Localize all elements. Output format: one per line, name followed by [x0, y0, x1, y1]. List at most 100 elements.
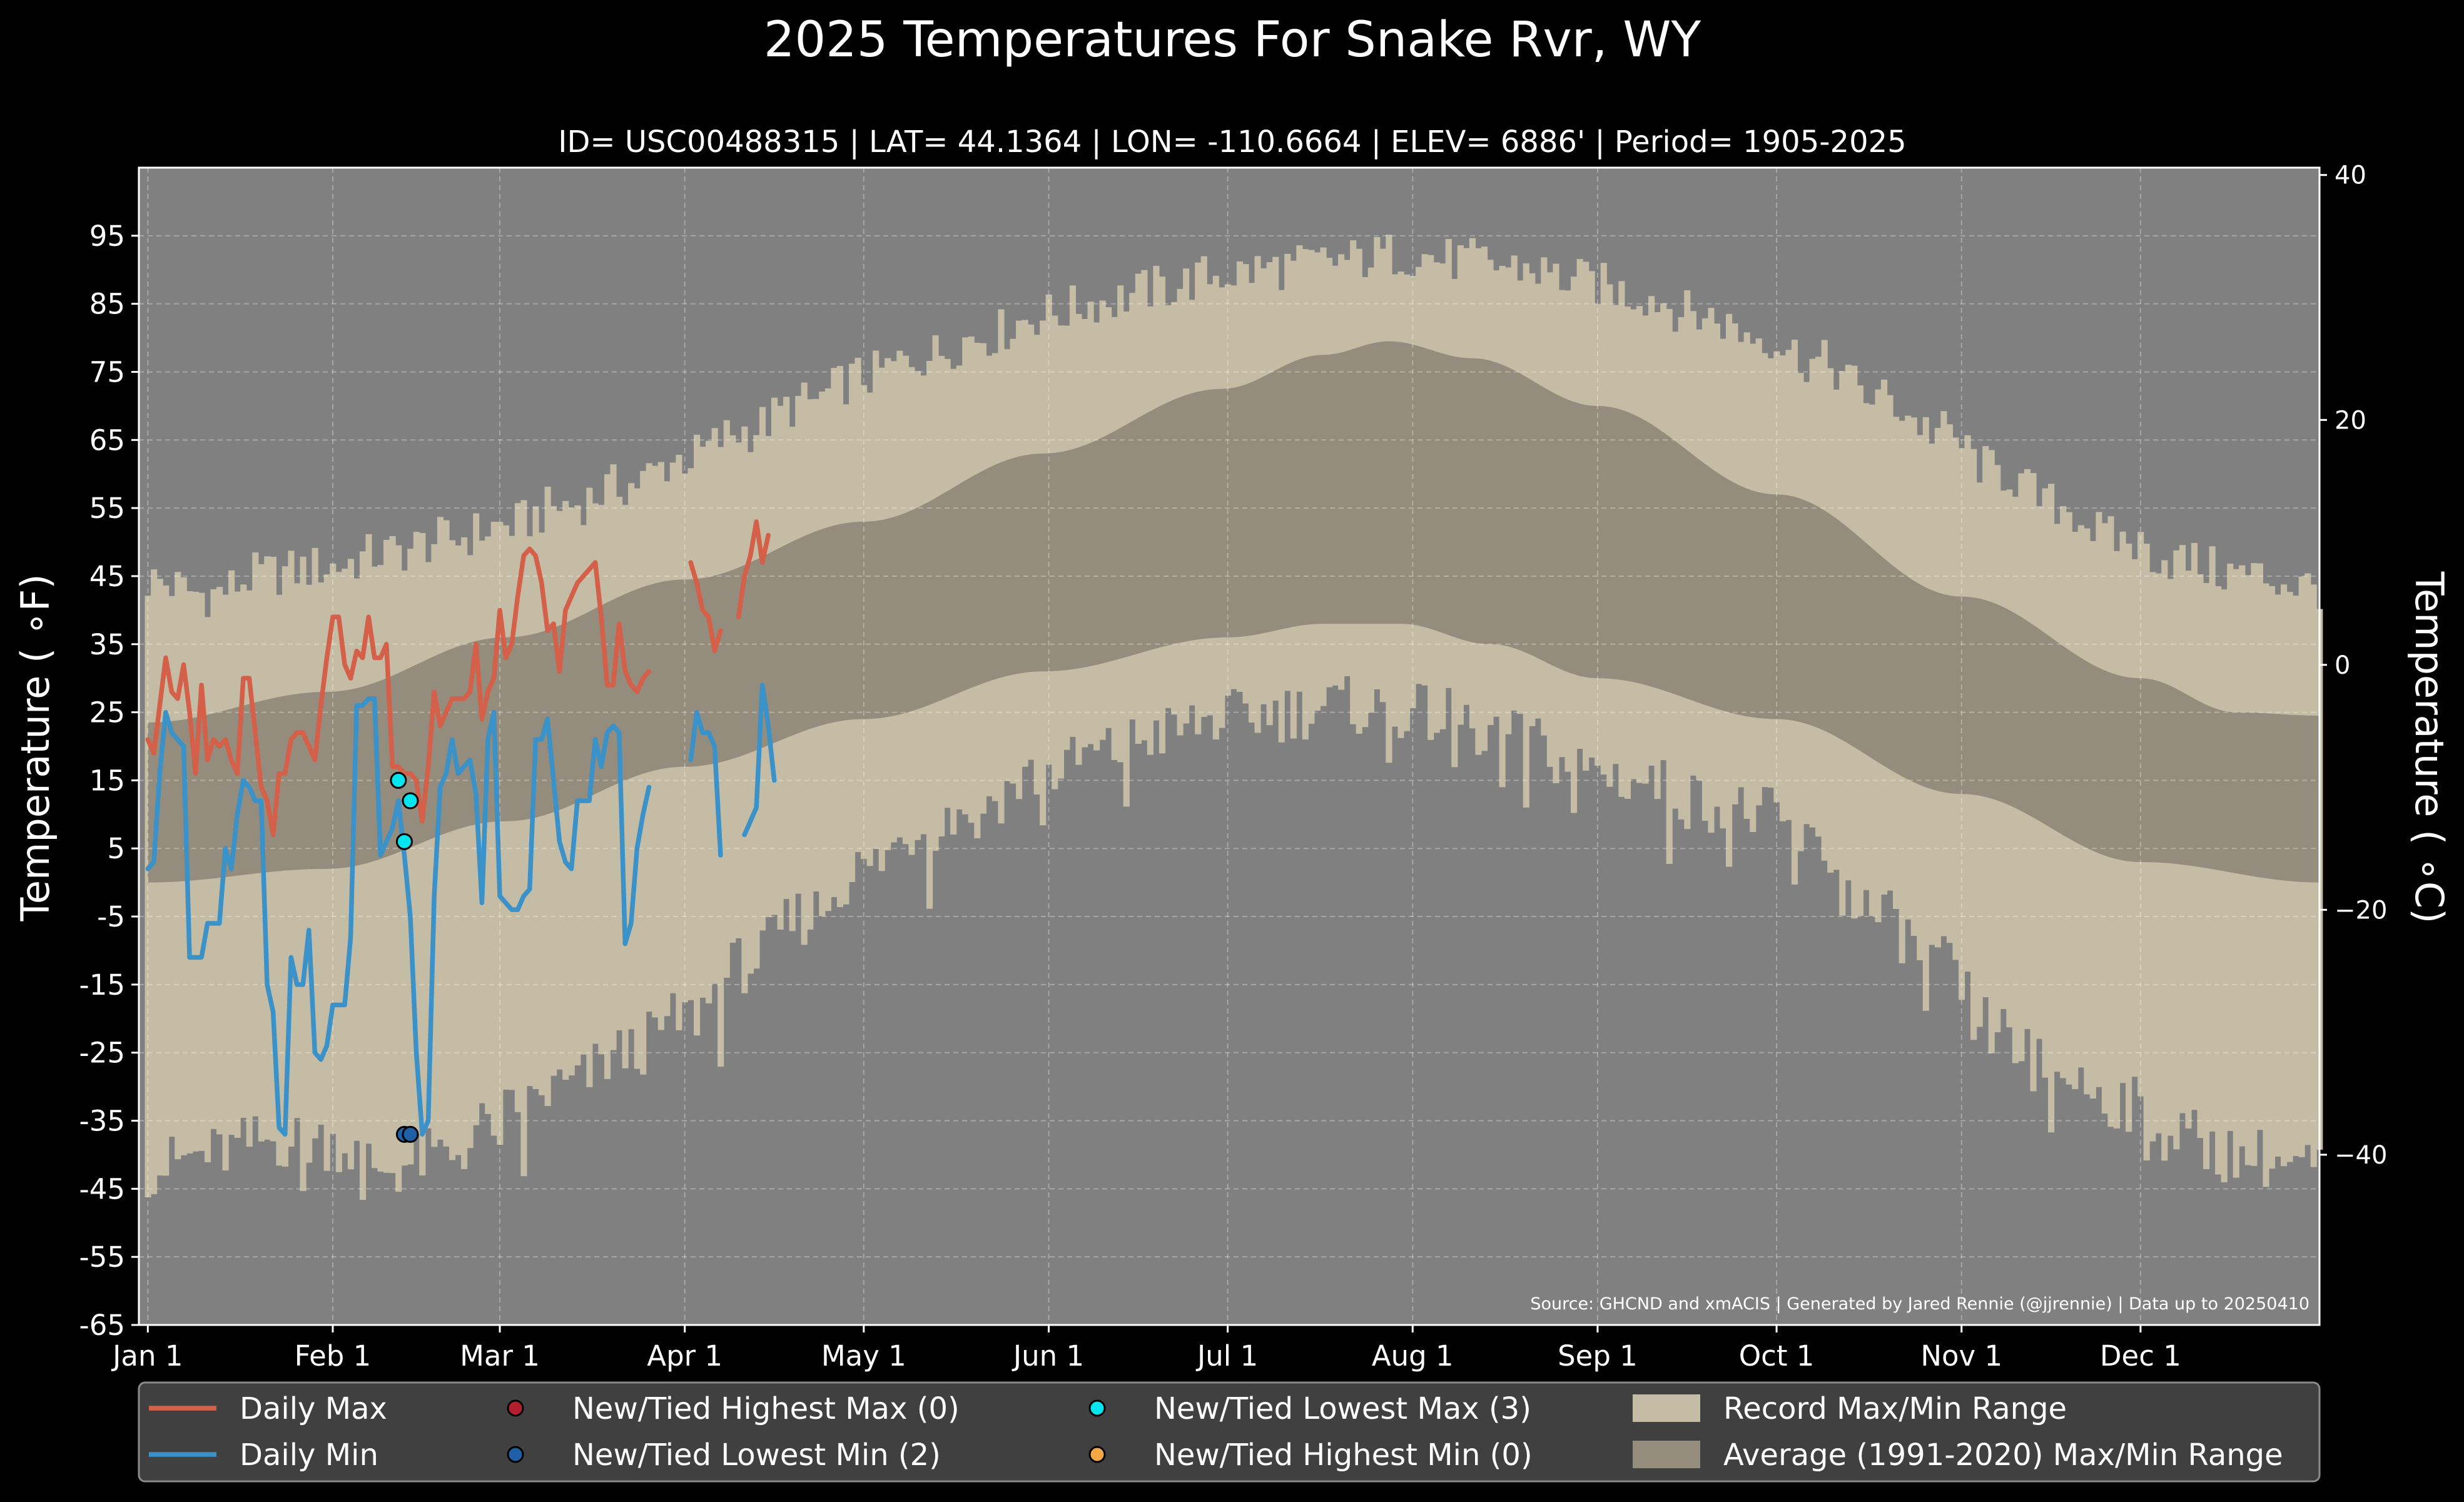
x-tick-label: Sep 1 — [1558, 1339, 1638, 1373]
x-tick-label: Feb 1 — [295, 1339, 372, 1373]
legend-patch-swatch — [1633, 1441, 1700, 1468]
legend-label: Average (1991-2020) Max/Min Range — [1723, 1438, 2283, 1473]
daily-min-line — [688, 709, 723, 858]
legend-label: Daily Max — [240, 1391, 387, 1426]
record-range-bar — [467, 555, 474, 1149]
record-range-bar — [2263, 583, 2269, 1187]
record-range-bar — [395, 545, 402, 1192]
y-tick-label: 75 — [89, 355, 125, 388]
record-range-bar — [222, 594, 229, 1171]
record-range-bar — [204, 617, 211, 1162]
daily-min-line — [145, 696, 652, 1137]
record-range-bar — [461, 537, 468, 1169]
record-range-bar — [407, 549, 414, 1165]
y-tick-label: 95 — [89, 220, 125, 253]
legend-dot-swatch — [507, 1446, 524, 1463]
x-tick-label: Mar 1 — [460, 1339, 540, 1373]
y-tick-label: 25 — [89, 696, 125, 729]
legend-dot-swatch — [507, 1399, 524, 1417]
record-range-bar — [359, 551, 367, 1200]
legend-label: Daily Min — [240, 1438, 378, 1473]
legend-box — [138, 1381, 2321, 1483]
plot-area — [139, 168, 2323, 1326]
x-tick-label: Jan 1 — [111, 1339, 183, 1373]
y-tick-label: 55 — [89, 492, 125, 525]
record-range-bar — [490, 522, 497, 1136]
record-range-bar — [634, 488, 641, 1069]
legend-dot-swatch — [1088, 1399, 1106, 1417]
y-axis-label-left: Temperature ( ∘F) — [13, 574, 58, 921]
daily-min-line — [742, 682, 777, 838]
x-tick-label: Apr 1 — [647, 1339, 722, 1373]
record-range-bar — [323, 574, 330, 1171]
chart-title: 2025 Temperatures For Snake Rvr, WY — [764, 12, 1701, 68]
record-range-bar — [449, 540, 456, 1160]
y-tick-label: 5 — [107, 832, 125, 865]
record-point — [390, 771, 407, 789]
y-tick-label: -15 — [79, 968, 126, 1002]
y-right-tick-label: −20 — [2335, 896, 2387, 925]
y-tick-label: -25 — [79, 1037, 126, 1070]
daily-max-line — [688, 560, 723, 654]
legend-label: New/Tied Lowest Max (3) — [1154, 1391, 1531, 1426]
y-right-tick-label: 40 — [2335, 161, 2366, 190]
record-range-bar — [2233, 569, 2239, 1178]
record-range-bar — [2215, 586, 2222, 1175]
chart-subtitle: ID= USC00488315 | LAT= 44.1364 | LON= -1… — [558, 124, 1906, 160]
plot-frame — [138, 166, 2321, 1326]
y-tick-label: -55 — [79, 1241, 126, 1274]
x-tick-label: Jul 1 — [1195, 1339, 1258, 1373]
daily-max-line — [736, 519, 771, 619]
record-point — [402, 792, 419, 809]
axes: 95 85 75 65 55 45 35 25 15 5 -5 -15 -25 -35 -45 -55 -65 4… — [79, 161, 2388, 1373]
record-range-bar — [2203, 582, 2210, 1169]
x-tick-label: Oct 1 — [1739, 1339, 1815, 1373]
record-point — [402, 1125, 419, 1143]
legend-label: New/Tied Highest Max (0) — [572, 1391, 960, 1426]
record-range-bar — [377, 565, 384, 1172]
y-right-tick-label: 20 — [2335, 406, 2366, 435]
legend-patch-swatch — [1633, 1394, 1700, 1422]
record-range-bar — [520, 500, 527, 1177]
record-range-bar — [335, 572, 342, 1172]
source-note: Source: GHCND and xmACIS | Generated by … — [1530, 1294, 2309, 1314]
x-tick-label: May 1 — [821, 1339, 906, 1373]
record-range-bar — [455, 545, 462, 1155]
y-right-tick-label: −40 — [2335, 1141, 2387, 1170]
y-tick-label: 85 — [89, 288, 125, 321]
y-tick-label: 65 — [89, 424, 125, 457]
record-range-bar — [300, 556, 307, 1191]
record-range-bar — [276, 594, 283, 1166]
record-range-bar — [431, 544, 438, 1147]
legend-dot-swatch — [1088, 1446, 1106, 1463]
y-right-tick-label: 0 — [2335, 651, 2350, 680]
x-tick-label: Jun 1 — [1011, 1339, 1084, 1373]
record-range-bar — [425, 562, 432, 1129]
y-tick-label: -45 — [79, 1172, 126, 1205]
legend-label: New/Tied Lowest Min (2) — [572, 1438, 941, 1473]
record-range-bar — [622, 505, 629, 1068]
y-tick-label: -35 — [79, 1105, 126, 1138]
record-range-bar — [144, 596, 151, 1198]
record-range-bar — [419, 533, 426, 1176]
record-range-bar — [306, 584, 313, 1163]
x-tick-label: Nov 1 — [1920, 1339, 2002, 1373]
record-point — [395, 833, 413, 850]
y-tick-label: -65 — [79, 1309, 126, 1342]
y-tick-label: 15 — [89, 764, 125, 797]
y-tick-label: 45 — [89, 560, 125, 593]
y-axis-label-right: Temperature ( ∘C) — [2406, 571, 2452, 924]
record-range-bar — [371, 566, 378, 1169]
x-tick-label: Aug 1 — [1372, 1339, 1454, 1373]
legend-label: New/Tied Highest Min (0) — [1154, 1438, 1533, 1473]
record-range-bar — [485, 536, 492, 1114]
y-tick-label: 35 — [89, 628, 125, 661]
legend: Daily Max Daily Min New/Tied Highest Max (… — [138, 1381, 2321, 1483]
legend-label: Record Max/Min Range — [1723, 1391, 2067, 1426]
record-range-bar — [443, 520, 450, 1147]
record-range-bar — [2221, 589, 2228, 1182]
daily-max-line — [145, 546, 652, 838]
y-tick-label: -5 — [97, 900, 125, 933]
x-tick-label: Dec 1 — [2100, 1339, 2181, 1373]
